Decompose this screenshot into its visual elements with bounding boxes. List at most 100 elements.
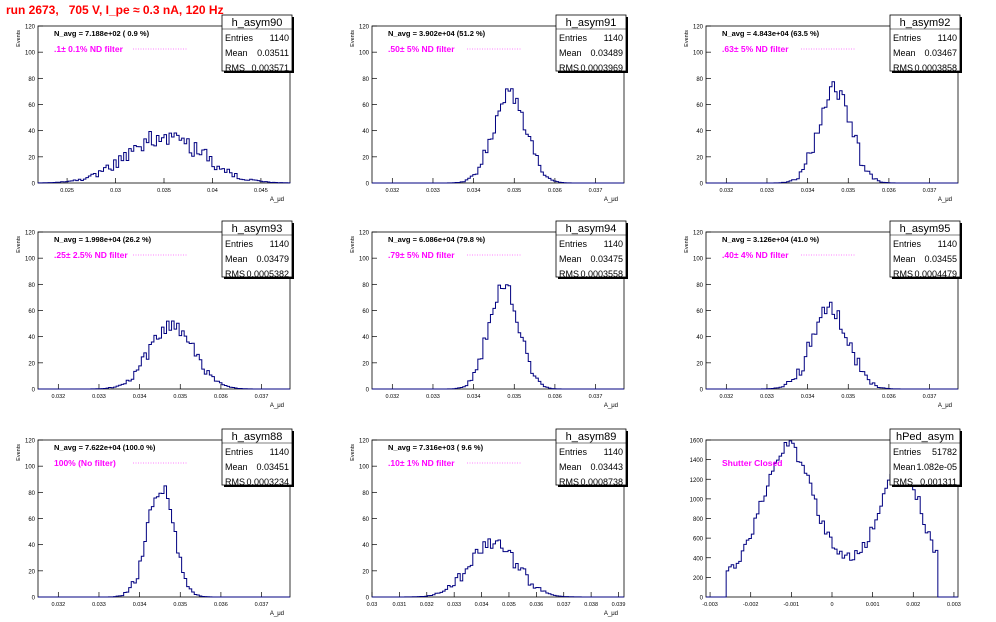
stats-title: h_asym94 — [566, 223, 617, 235]
y-tick-label: 100 — [359, 51, 370, 57]
histogram-panel-h_asym89: 0 20 40 60 80 100 120 0.03 0.031 0.032 0.033 0.034 0… — [350, 428, 628, 617]
y-tick-label: 60 — [696, 309, 703, 315]
x-tick-label: 0 — [830, 602, 833, 608]
x-axis-title: A_μd — [270, 403, 284, 409]
stats-value: 1140 — [604, 239, 623, 249]
x-tick-label: 0.034 — [467, 394, 481, 400]
filter-label: .10± 1% ND filter — [388, 458, 455, 468]
filter-label: .50± 5% ND filter — [388, 44, 455, 54]
y-tick-label: 40 — [696, 129, 703, 135]
x-tick-label: 0.036 — [529, 602, 543, 608]
stats-value: 0.03475 — [590, 254, 623, 264]
x-tick-label: 0.034 — [801, 188, 815, 194]
y-tick-label: 800 — [693, 517, 704, 523]
x-tick-label: 0.002 — [906, 602, 920, 608]
histogram-line — [38, 320, 290, 390]
histogram-panel-hPed_asym: 0 200 400 600 800 1000 1200 1400 1600 -0.003 -0.00… — [690, 428, 962, 608]
y-tick-label: 1000 — [690, 497, 704, 503]
stats-value: 0.0003558 — [580, 269, 623, 279]
y-tick-label: 600 — [693, 537, 704, 543]
x-tick-label: 0.035 — [173, 602, 187, 608]
y-tick-label: 100 — [359, 465, 370, 471]
x-tick-label: 0.04 — [207, 188, 218, 194]
stats-title: h_asym89 — [566, 431, 617, 443]
y-tick-label: 80 — [696, 77, 703, 83]
y-tick-label: 120 — [693, 25, 704, 31]
run-title: run 2673, 705 V, I_pe ≈ 0.3 nA, 120 Hz — [6, 3, 224, 17]
stats-value: 0.03489 — [590, 48, 623, 58]
x-tick-label: 0.034 — [467, 188, 481, 194]
x-axis-title: A_μd — [604, 403, 618, 409]
navg-label: N_avg = 7.622e+04 (100.0 %) — [54, 443, 156, 452]
y-axis-title: Events — [16, 236, 22, 253]
y-tick-label: 60 — [28, 309, 35, 315]
histogram-panel-h_asym94: 0 20 40 60 80 100 120 0.032 0.033 0.034 0.035 0.036… — [350, 220, 628, 409]
y-tick-label: 120 — [359, 25, 370, 31]
y-tick-label: 100 — [25, 257, 36, 263]
x-axis-title: A_μd — [604, 197, 618, 203]
stats-box — [889, 220, 961, 278]
histogram-panel-h_asym95: 0 20 40 60 80 100 120 0.032 0.033 0.034 0.035 0.036… — [684, 220, 962, 409]
stats-value: 1.082e-05 — [916, 462, 957, 472]
navg-label: N_avg = 1.998e+04 (26.2 %) — [54, 235, 152, 244]
y-tick-label: 40 — [28, 129, 35, 135]
y-tick-label: 60 — [362, 309, 369, 315]
x-tick-label: 0.032 — [385, 394, 399, 400]
filter-label: .79± 5% ND filter — [388, 250, 455, 260]
stats-label: Mean — [225, 254, 248, 264]
x-tick-label: 0.031 — [393, 602, 407, 608]
stats-value: 51782 — [932, 447, 957, 457]
stats-box — [221, 14, 293, 72]
x-tick-label: 0.035 — [507, 188, 521, 194]
x-tick-label: 0.034 — [133, 394, 147, 400]
y-tick-label: 200 — [693, 576, 704, 582]
stats-value: 0.0003858 — [914, 63, 957, 73]
stats-label: RMS — [893, 477, 913, 487]
stats-label: Entries — [893, 447, 922, 457]
x-tick-label: 0.037 — [255, 394, 269, 400]
stats-label: Mean — [225, 48, 248, 58]
x-tick-label: 0.039 — [612, 602, 626, 608]
filter-label: .25± 2.5% ND filter — [54, 250, 128, 260]
stats-title: h_asym91 — [566, 17, 617, 29]
y-tick-label: 20 — [28, 155, 35, 161]
y-tick-label: 400 — [693, 556, 704, 562]
stats-value: 1140 — [270, 33, 289, 43]
y-tick-label: 0 — [700, 388, 704, 394]
y-tick-label: 60 — [362, 517, 369, 523]
y-tick-label: 40 — [28, 335, 35, 341]
stats-label: Entries — [225, 239, 254, 249]
y-tick-label: 0 — [366, 182, 370, 188]
y-axis-title: Events — [350, 444, 356, 461]
y-axis-title: Events — [350, 30, 356, 47]
stats-title: h_asym92 — [900, 17, 951, 29]
x-tick-label: 0.036 — [548, 188, 562, 194]
x-tick-label: 0.03 — [110, 188, 121, 194]
y-tick-label: 80 — [28, 77, 35, 83]
x-tick-label: 0.037 — [557, 602, 571, 608]
stats-value: 0.03467 — [924, 48, 957, 58]
x-axis-title: A_μd — [938, 197, 952, 203]
stats-value: 0.001311 — [920, 477, 957, 487]
histogram-line — [706, 81, 958, 184]
x-tick-label: 0.035 — [841, 188, 855, 194]
stats-value: 0.03455 — [924, 254, 957, 264]
y-tick-label: 60 — [28, 103, 35, 109]
y-tick-label: 120 — [25, 439, 36, 445]
stats-label: Mean — [893, 48, 916, 58]
stats-label: Entries — [893, 239, 922, 249]
navg-label: N_avg = 4.843e+04 (63.5 %) — [722, 29, 820, 38]
stats-value: 1140 — [938, 33, 957, 43]
x-tick-label: 0.035 — [173, 394, 187, 400]
stats-label: RMS — [559, 269, 579, 279]
filter-label: 100% (No filter) — [54, 458, 116, 468]
x-tick-label: 0.033 — [447, 602, 461, 608]
y-tick-label: 60 — [362, 103, 369, 109]
navg-label: N_avg = 3.902e+04 (51.2 %) — [388, 29, 486, 38]
x-tick-label: 0.033 — [426, 188, 440, 194]
y-tick-label: 0 — [32, 596, 36, 602]
x-tick-label: 0.03 — [367, 602, 378, 608]
stats-label: Mean — [559, 48, 582, 58]
stats-value: 0.03511 — [257, 48, 289, 58]
x-tick-label: 0.035 — [507, 394, 521, 400]
